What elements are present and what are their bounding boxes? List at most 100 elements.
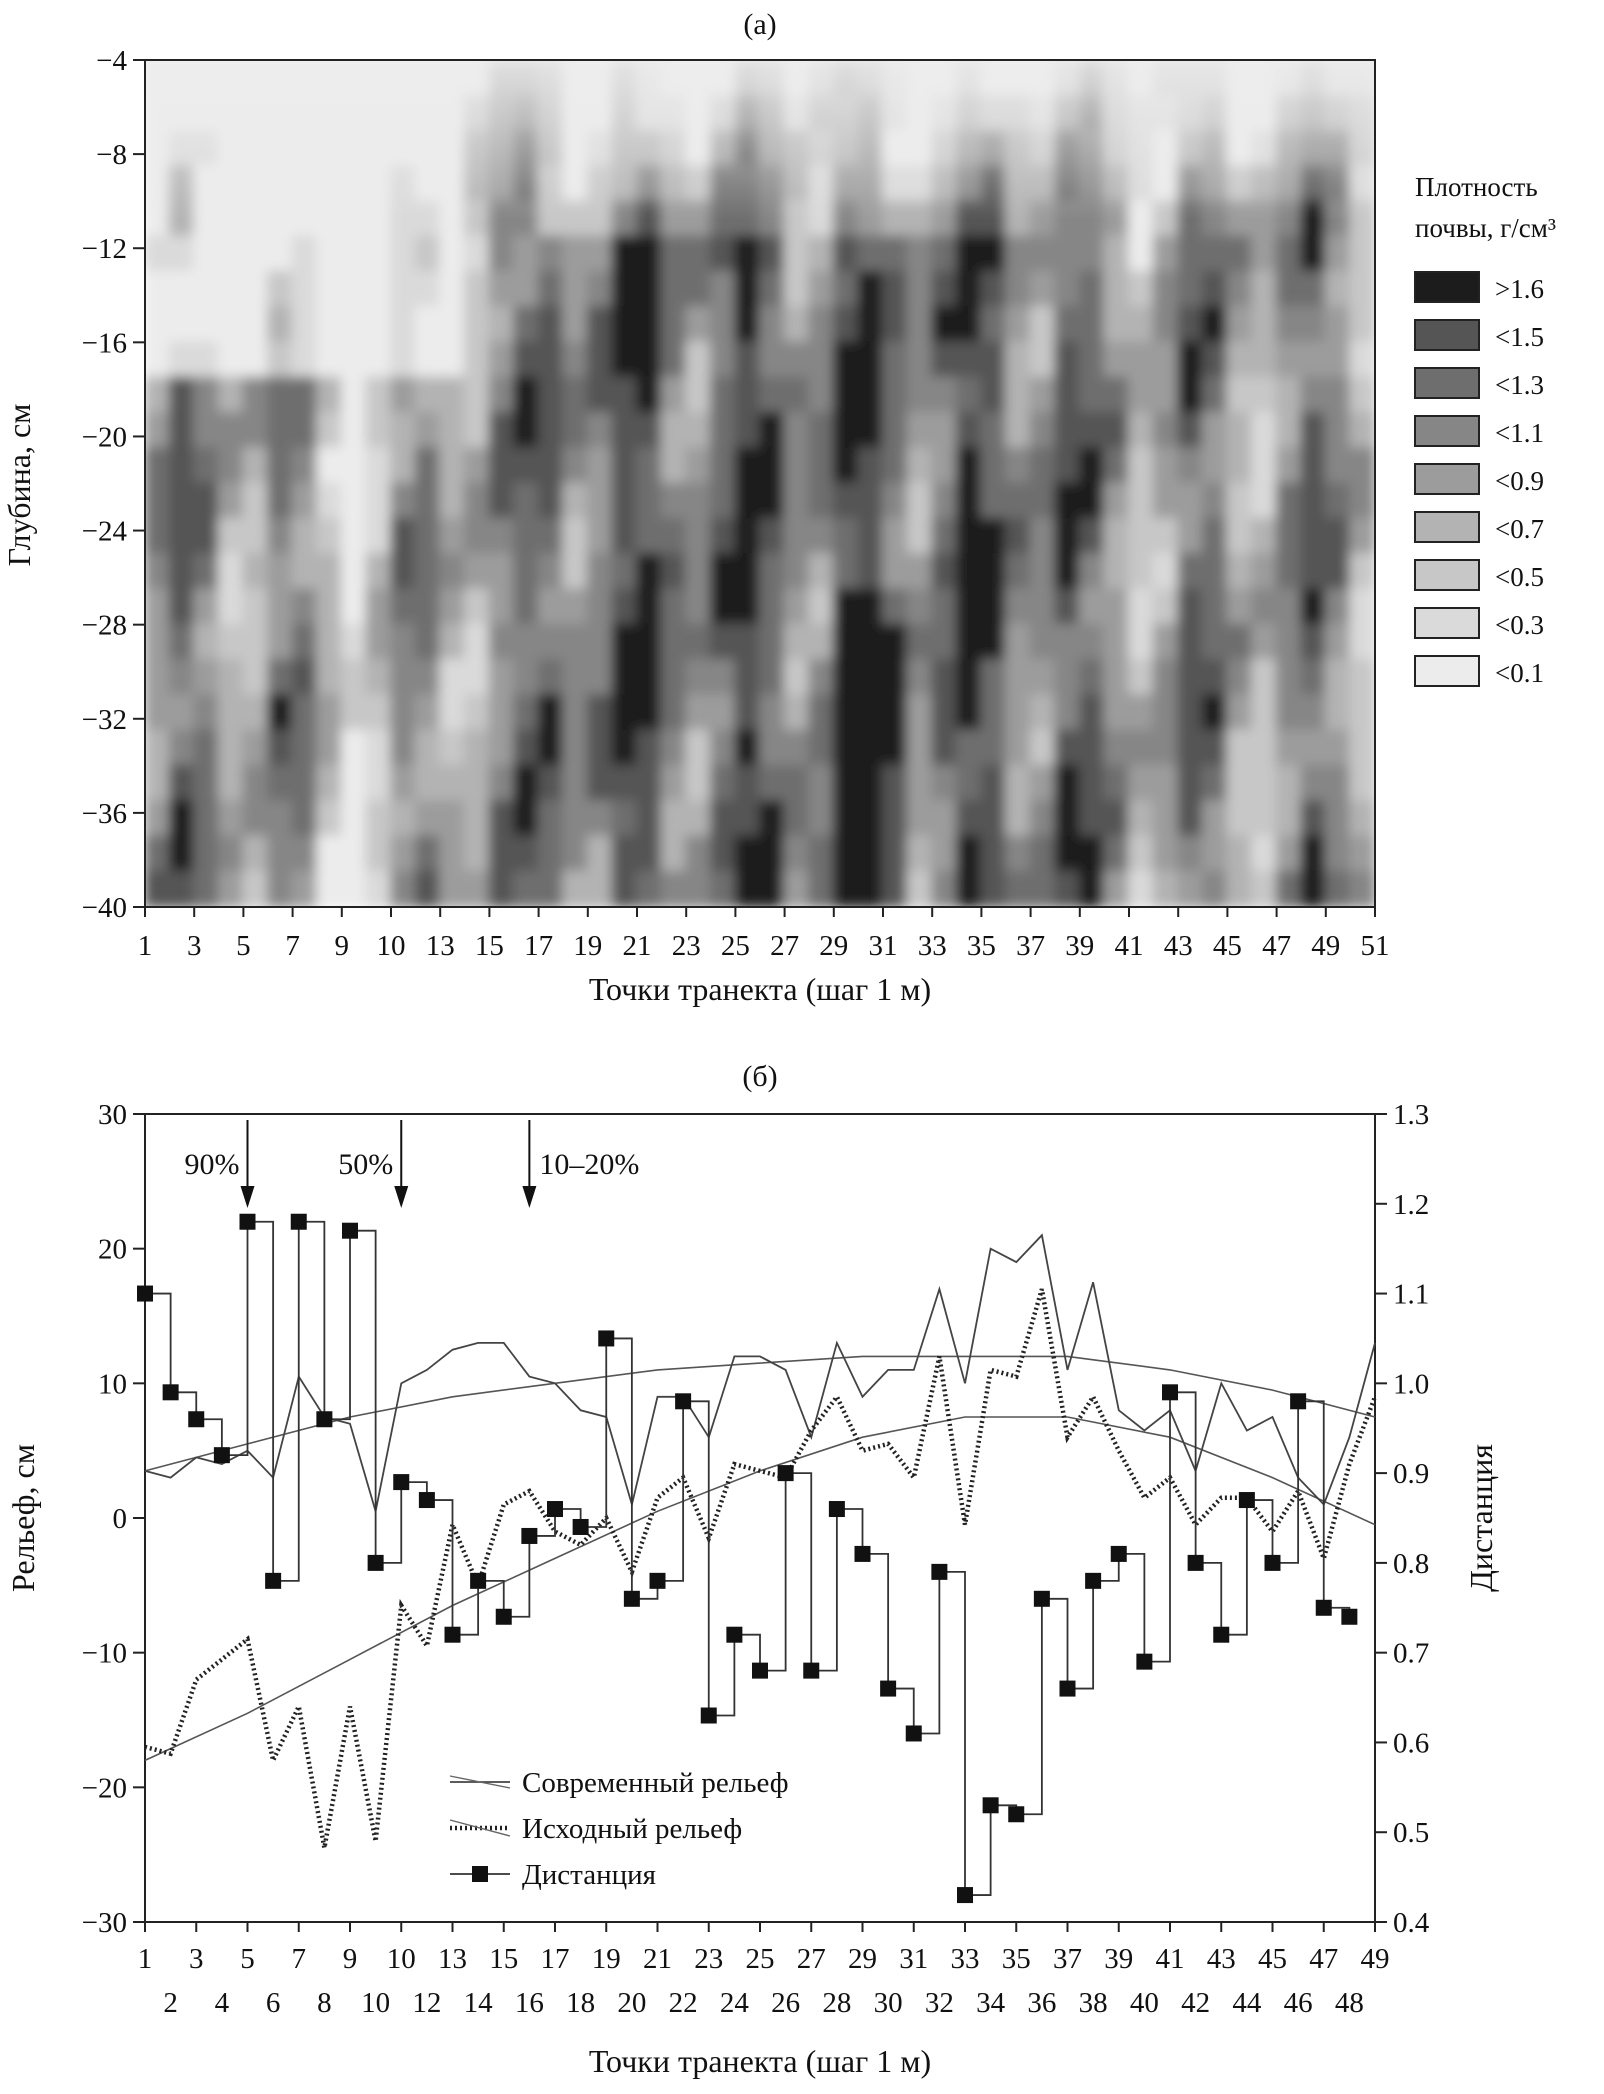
heatmap-cell (488, 658, 515, 697)
heatmap-cell (291, 658, 319, 697)
heatmap-cell (537, 270, 565, 309)
heatmap-cell (709, 729, 737, 767)
y-tick-label: −30 (82, 1907, 127, 1939)
heatmap-cell (488, 623, 515, 661)
heatmap-cell (759, 553, 786, 591)
heatmap-cell (242, 764, 269, 803)
right-y-tick-label: 0.6 (1393, 1727, 1429, 1759)
heatmap-cell (365, 376, 392, 414)
heatmap-cell (242, 306, 269, 344)
heatmap-cell (636, 447, 663, 485)
x-tick-label-lower: 22 (669, 1987, 698, 2019)
distance-marker (547, 1501, 563, 1518)
heatmap-cell (291, 800, 319, 838)
heatmap-cell (734, 235, 761, 273)
heatmap-cell (783, 306, 811, 344)
distance-marker (1238, 1492, 1255, 1509)
heatmap-cell (365, 517, 392, 556)
heatmap-cell (242, 623, 269, 661)
heatmap-cell (783, 517, 811, 556)
heatmap-cell (390, 800, 417, 838)
heatmap-cell (291, 411, 319, 450)
heatmap-cell (783, 623, 811, 661)
heatmap-cell (537, 376, 565, 414)
distance-marker (1110, 1545, 1127, 1562)
heatmap-cell (685, 694, 712, 732)
heatmap-cell (145, 870, 171, 907)
heatmap-cell (316, 835, 343, 873)
x-tick-label: 27 (797, 1943, 826, 1975)
heatmap-cell (439, 553, 466, 591)
heatmap-cell (734, 411, 761, 450)
distance-marker (803, 1662, 820, 1679)
heatmap-cell (463, 588, 491, 626)
heatmap-cell (463, 482, 491, 520)
heatmap-cell (242, 870, 269, 907)
heatmap-cell (537, 588, 565, 626)
distance-marker (675, 1393, 692, 1410)
heatmap-cell (168, 482, 196, 520)
heatmap-cell (316, 341, 343, 379)
heatmap-cell (537, 235, 565, 273)
heatmap-cell (145, 482, 171, 520)
heatmap-cell (340, 694, 368, 732)
y-tick-label: 10 (98, 1368, 127, 1400)
heatmap-cell (636, 694, 663, 732)
heatmap-cell (145, 376, 171, 414)
heatmap-cell (291, 447, 319, 485)
distance-marker (726, 1626, 743, 1643)
distance-marker (188, 1411, 205, 1428)
heatmap-cell (611, 482, 638, 520)
heatmap-cell (611, 800, 638, 838)
panel-a-label: (а) (743, 8, 776, 41)
heatmap-cell (537, 658, 565, 697)
heatmap-cell (168, 729, 196, 767)
heatmap-cell (217, 306, 245, 344)
heatmap-cell (562, 870, 589, 907)
heatmap-cell (734, 341, 761, 379)
heatmap-cell (390, 235, 417, 273)
heatmap-cell (759, 835, 786, 873)
heatmap-cell (340, 588, 368, 626)
heatmap-cell (390, 482, 417, 520)
series-layer (137, 1213, 1378, 1904)
heatmap-cell (636, 376, 663, 414)
heatmap-cell (217, 835, 245, 873)
heatmap-cell (586, 482, 614, 520)
heatmap-cell (759, 306, 786, 344)
heatmap-cell (267, 306, 294, 344)
heatmap-cell (291, 694, 319, 732)
heatmap-cell (340, 306, 368, 344)
heatmap-cell (734, 835, 761, 873)
heatmap-cell (193, 376, 220, 414)
heatmap-cell (365, 694, 392, 732)
heatmap-cell (832, 517, 860, 556)
heatmap-cell (267, 482, 294, 520)
heatmap-cell (685, 306, 712, 344)
heatmap-cell (734, 517, 761, 556)
heatmap-cell (463, 270, 491, 309)
heatmap-cell (463, 835, 491, 873)
heatmap-cell (340, 623, 368, 661)
heatmap-cell (611, 376, 638, 414)
heatmap-cell (414, 623, 442, 661)
right-y-tick-label: 0.8 (1393, 1548, 1429, 1580)
heatmap-cell (611, 588, 638, 626)
heatmap-cell (734, 306, 761, 344)
heatmap-cell (783, 235, 811, 273)
heatmap-cell (463, 800, 491, 838)
right-y-tick-label: 1.0 (1393, 1368, 1429, 1400)
heatmap-cell (414, 306, 442, 344)
annotation-arrowhead (394, 1186, 409, 1208)
heatmap-cell (709, 482, 737, 520)
x-tick-label-lower: 46 (1284, 1987, 1313, 2019)
heatmap-cell (513, 835, 540, 873)
heatmap-cell (808, 623, 835, 661)
x-tick-label-lower: 40 (1130, 1987, 1159, 2019)
heatmap-cell (414, 235, 442, 273)
x-tick-label-lower: 12 (412, 1987, 441, 2019)
heatmap-cell (291, 588, 319, 626)
heatmap-cell (660, 800, 688, 838)
heatmap-cell (611, 517, 638, 556)
heatmap-cell (586, 835, 614, 873)
